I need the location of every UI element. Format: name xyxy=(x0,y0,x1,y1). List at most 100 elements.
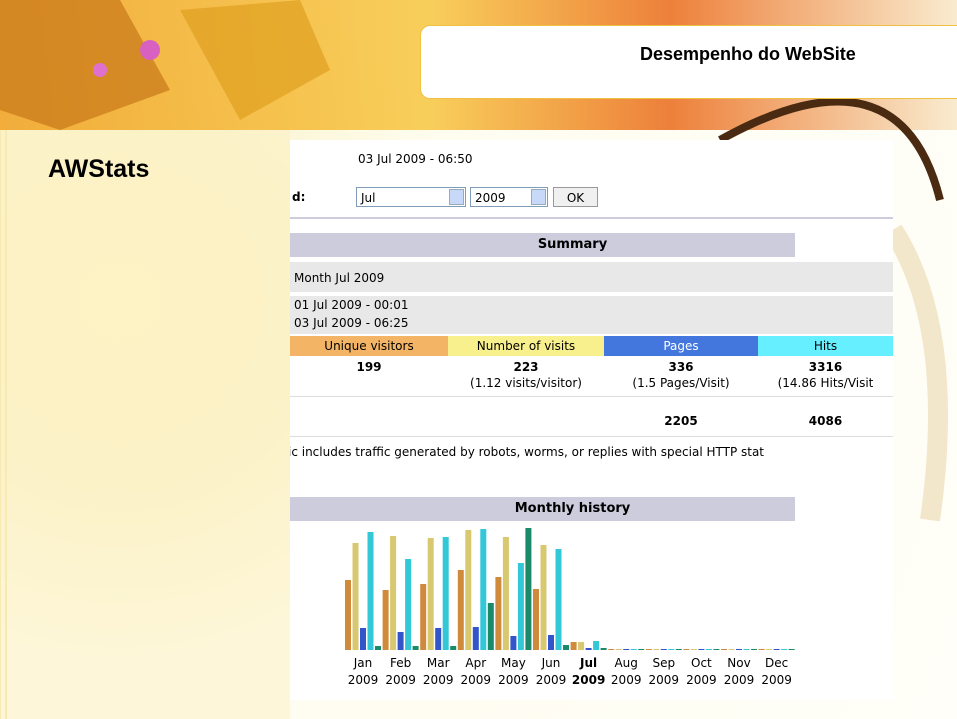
year-label: 2009 xyxy=(536,673,567,687)
bar xyxy=(615,649,622,650)
year-select[interactable]: 2009 xyxy=(470,187,548,207)
summary-ratio: (1.12 visits/visitor) xyxy=(470,376,582,390)
bar xyxy=(653,649,660,650)
year-label: 2009 xyxy=(611,673,642,687)
first-visit: 01 Jul 2009 - 00:01 xyxy=(294,298,409,312)
bar xyxy=(548,635,554,650)
row-line xyxy=(290,436,893,437)
bar xyxy=(675,649,682,650)
bar xyxy=(525,528,532,650)
month-label: Apr xyxy=(465,656,486,670)
bar xyxy=(660,649,667,650)
bar xyxy=(638,649,645,650)
year-label: 2009 xyxy=(761,673,792,687)
month-label: Feb xyxy=(390,656,411,670)
year-select-text: 2009 xyxy=(475,191,506,205)
year-label: 2009 xyxy=(498,673,529,687)
bar xyxy=(728,649,735,650)
bar xyxy=(781,649,788,650)
column-header: Hits xyxy=(758,336,893,356)
bar xyxy=(668,649,675,650)
summary-value: 199 xyxy=(356,360,382,374)
bar xyxy=(788,649,795,650)
dropdown-arrow xyxy=(449,189,464,205)
bar xyxy=(435,628,442,650)
row-bg xyxy=(290,296,893,334)
summary-ratio: (1.5 Pages/Visit) xyxy=(632,376,730,390)
bar xyxy=(487,603,494,650)
column-header: Unique visitors xyxy=(290,336,448,356)
bar xyxy=(510,636,517,650)
ok-button[interactable]: OK xyxy=(553,187,598,207)
bar xyxy=(382,590,389,650)
traffic-note: ic includes traffic generated by robots,… xyxy=(290,445,765,459)
month-label: Jul xyxy=(579,656,597,670)
bar xyxy=(472,627,479,650)
bar xyxy=(420,584,427,650)
bar xyxy=(773,649,780,650)
bar xyxy=(457,570,464,650)
month-label: Oct xyxy=(691,656,712,670)
bar xyxy=(390,536,397,650)
bar xyxy=(502,537,509,650)
month-label: Jan xyxy=(353,656,373,670)
divider xyxy=(290,217,893,219)
bar xyxy=(758,649,765,650)
bar xyxy=(450,646,457,650)
bar xyxy=(540,545,547,650)
year-label: 2009 xyxy=(461,673,492,687)
bar xyxy=(743,649,750,650)
bar xyxy=(713,649,720,650)
bar xyxy=(345,580,351,650)
summary-ratio: (14.86 Hits/Visit xyxy=(777,376,874,390)
bar xyxy=(630,649,637,650)
month-label: Sep xyxy=(652,656,675,670)
bar xyxy=(608,649,615,650)
awstats-panel: 03 Jul 2009 - 06:50 d: Jul 2009 OK Summa… xyxy=(290,140,893,700)
bar xyxy=(645,649,652,650)
month-label: May xyxy=(501,656,526,670)
dropdown-arrow xyxy=(531,189,546,205)
slide-title: AWStats xyxy=(48,155,150,183)
summary-value: 336 xyxy=(668,360,694,374)
not-viewed-value: 2205 xyxy=(664,414,698,428)
summary-month: Month Jul 2009 xyxy=(294,271,385,285)
bar xyxy=(397,632,404,650)
bar xyxy=(465,530,472,650)
bar xyxy=(698,649,705,650)
header-title: Desempenho do WebSite xyxy=(640,44,856,64)
history-chart: Jan 2009 Feb 2009 Mar 2009 Apr 2009 May 2009 Jun 20… xyxy=(345,528,795,687)
bar xyxy=(721,649,727,650)
bar xyxy=(495,577,502,650)
summary-value: 3316 xyxy=(808,360,843,374)
column-header: Number of visits xyxy=(448,336,604,356)
bar xyxy=(751,649,757,650)
month-label: Jun xyxy=(541,656,561,670)
bar xyxy=(690,649,697,650)
year-label: 2009 xyxy=(423,673,454,687)
column-header: Pages xyxy=(604,336,758,356)
row-line xyxy=(290,396,893,397)
bar xyxy=(375,646,381,650)
year-label: 2009 xyxy=(348,673,379,687)
year-label: 2009 xyxy=(385,673,416,687)
year-label: 2009 xyxy=(724,673,755,687)
year-label: 2009 xyxy=(572,673,605,687)
bar xyxy=(427,538,434,650)
period-label: d: xyxy=(292,190,306,204)
month-label: Mar xyxy=(427,656,450,670)
bar xyxy=(352,543,359,650)
summary-value: 223 xyxy=(513,360,539,374)
bar xyxy=(412,646,419,650)
month-select[interactable]: Jul xyxy=(356,187,466,207)
bar xyxy=(480,529,487,650)
bar xyxy=(736,649,742,650)
summary-header: Summary xyxy=(290,233,795,257)
bar xyxy=(555,549,562,650)
not-viewed-value: 4086 xyxy=(808,414,843,428)
month-label: Dec xyxy=(765,656,788,670)
bar xyxy=(683,649,690,650)
bar xyxy=(442,537,449,650)
bar xyxy=(563,645,569,650)
row-bg xyxy=(290,262,893,292)
